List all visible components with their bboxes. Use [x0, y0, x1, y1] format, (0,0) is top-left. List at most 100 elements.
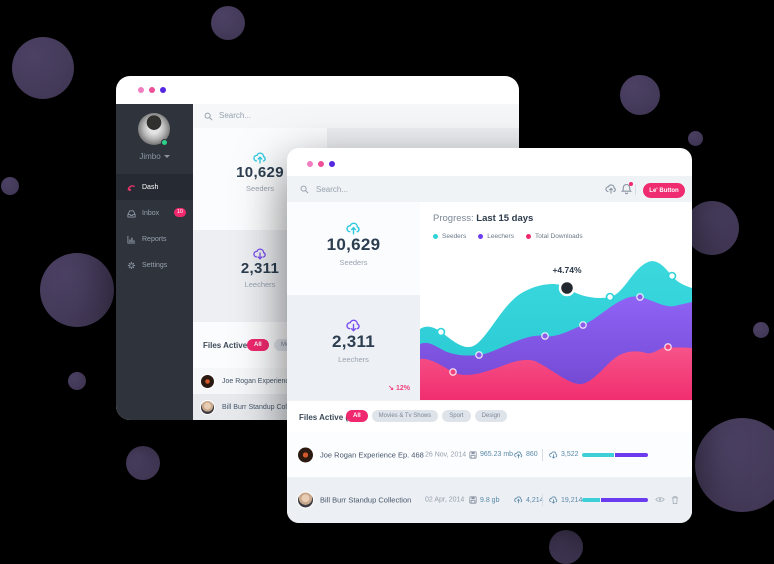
decor-circle — [549, 530, 583, 564]
sidebar-item-reports[interactable]: Reports — [116, 226, 193, 252]
page-background: Jimbo Dash Inbox 10 Reports Settings — [1, 6, 774, 564]
user-menu[interactable]: Jimbo — [116, 152, 193, 161]
sidebar-item-inbox[interactable]: Inbox 10 — [116, 200, 193, 226]
chevron-down-icon — [163, 155, 170, 159]
file-uploads: 4,214 — [514, 496, 544, 504]
leechers-value: 2,311 — [240, 260, 280, 277]
files-active-header: Files Active (6) All Movies & Tv Shows S… — [287, 400, 692, 432]
table-row[interactable]: Bill Burr Standup Collection 02 Apr, 201… — [287, 477, 692, 523]
notification-bell-icon[interactable] — [621, 183, 632, 195]
progress-bar — [582, 452, 648, 457]
file-downloads: 3,522 — [549, 450, 579, 459]
decor-circle — [685, 201, 739, 255]
file-avatar — [200, 399, 215, 415]
legend-item-total-downloads[interactable]: Total Downloads — [525, 233, 583, 240]
file-date: 26 Nov, 2014 — [425, 451, 467, 458]
decor-circle — [126, 446, 160, 480]
area-chart[interactable]: +4.74% — [420, 245, 692, 400]
seeders-value: 10,629 — [236, 164, 284, 181]
online-status-dot — [161, 139, 168, 146]
leechers-label: Leechers — [338, 355, 369, 364]
seeders-label: Seeders — [246, 184, 274, 193]
search-icon — [204, 112, 213, 121]
decor-circle — [211, 6, 245, 40]
window-dot[interactable] — [149, 87, 155, 93]
progress-teal-segment — [582, 452, 614, 457]
stat-card-seeders: 10,629 Seeders — [287, 202, 420, 295]
trash-icon[interactable] — [671, 496, 679, 505]
files-active-title: Files Active (6) — [203, 341, 260, 350]
search-icon — [300, 185, 309, 194]
row-actions — [655, 496, 679, 505]
sidebar-menu: Dash Inbox 10 Reports Settings — [116, 174, 193, 278]
file-date: 02 Apr, 2014 — [425, 496, 465, 504]
filter-pill-design[interactable]: Design — [474, 410, 508, 422]
cell-divider — [542, 448, 543, 461]
progress-bar — [582, 498, 648, 502]
filter-pill-all[interactable]: All — [247, 339, 269, 351]
upload-cloud-icon[interactable] — [605, 184, 617, 194]
window-controls — [307, 161, 335, 167]
download-cloud-icon — [549, 496, 558, 504]
window-dot[interactable] — [329, 161, 335, 167]
cell-divider — [542, 494, 543, 506]
decor-circle — [753, 322, 769, 338]
progress-teal-segment — [582, 498, 601, 502]
filter-pill-sport[interactable]: Sport — [442, 410, 471, 422]
download-cloud-icon — [346, 319, 360, 332]
toolbar: Search... Le' Button — [287, 176, 692, 202]
search-input[interactable]: Search... — [316, 185, 349, 194]
window-dot[interactable] — [160, 87, 166, 93]
chart-legend: Seeders Leechers Total Downloads — [433, 233, 583, 240]
le-button[interactable]: Le' Button — [643, 183, 685, 198]
disk-icon — [469, 496, 477, 504]
data-point — [667, 271, 677, 281]
bar-chart-icon — [127, 235, 136, 244]
leechers-delta-badge: ↘ 12% — [388, 385, 410, 392]
data-point — [541, 332, 549, 340]
legend-item-seeders[interactable]: Seeders — [433, 233, 466, 240]
file-avatar — [200, 373, 215, 389]
decor-circle — [1, 177, 19, 195]
window-dot[interactable] — [307, 161, 313, 167]
decor-circle — [40, 253, 114, 327]
data-point — [436, 327, 446, 337]
data-point — [664, 343, 672, 351]
seeders-label: Seeders — [339, 258, 368, 267]
progress-purple-segment — [601, 498, 648, 502]
front-window: Search... Le' Button 10,629 Seeders 2,31… — [287, 148, 692, 523]
highlighted-data-point — [558, 279, 576, 297]
sidebar: Jimbo Dash Inbox 10 Reports Settings — [116, 104, 193, 420]
files-active-title: Files Active (6) — [299, 413, 356, 422]
data-point — [449, 368, 457, 376]
file-avatar — [297, 491, 314, 509]
progress-purple-segment — [614, 452, 648, 457]
stat-card-leechers: 2,311 Leechers ↘ 12% — [287, 295, 420, 400]
eye-icon[interactable] — [655, 496, 665, 504]
progress-chart-panel: Progress: Last 15 days Seeders Leechers … — [420, 202, 692, 400]
data-point — [605, 292, 615, 302]
notification-badge-dot — [629, 182, 633, 186]
chart-title: Progress: Last 15 days — [433, 213, 534, 224]
filter-pill-all[interactable]: All — [346, 410, 368, 422]
download-cloud-icon — [253, 248, 266, 260]
disk-icon — [469, 450, 477, 459]
sidebar-item-settings[interactable]: Settings — [116, 252, 193, 278]
upload-cloud-icon — [514, 496, 523, 504]
sidebar-item-dash[interactable]: Dash — [116, 174, 193, 200]
window-dot[interactable] — [138, 87, 144, 93]
legend-item-leechers[interactable]: Leechers — [478, 233, 514, 240]
legend-dot-purple — [478, 234, 484, 239]
table-row[interactable]: Joe Rogan Experience Ep. 468 26 Nov, 201… — [287, 432, 692, 477]
file-title: Bill Burr Standup Collection — [320, 495, 412, 505]
inbox-icon — [127, 209, 136, 218]
search-input[interactable]: Search... — [219, 111, 252, 120]
seeders-value: 10,629 — [326, 235, 381, 254]
decor-circle — [688, 131, 703, 146]
window-controls — [138, 87, 166, 93]
gear-icon — [127, 261, 136, 269]
search-bar[interactable]: Search... — [193, 104, 519, 128]
data-point — [475, 351, 483, 359]
window-dot[interactable] — [318, 161, 324, 167]
filter-pill-movies[interactable]: Movies & Tv Shows — [371, 410, 439, 422]
